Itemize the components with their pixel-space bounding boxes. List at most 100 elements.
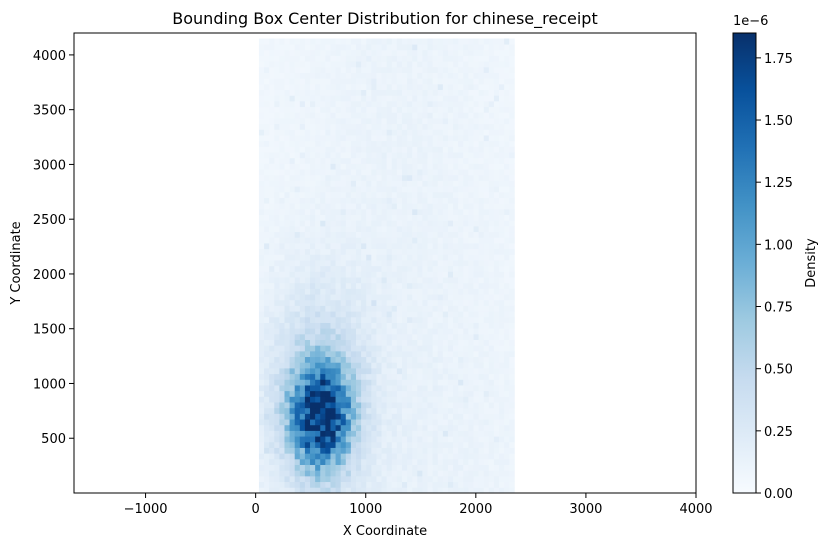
density-cell [361,203,367,210]
density-cell [289,288,296,295]
density-cell [279,169,285,176]
density-cell [284,66,290,73]
density-cell [274,475,280,483]
density-cell [483,231,490,238]
density-cell [386,322,393,329]
density-cell [447,123,454,130]
density-cell [304,436,311,443]
density-cell [396,214,403,221]
density-cell [335,464,342,471]
density-cell [361,453,367,460]
density-cell [340,288,347,295]
density-cell [366,390,372,397]
density-cell [504,106,510,113]
density-cell [483,203,490,210]
density-cell [381,129,388,136]
density-cell [412,430,418,437]
density-cell [310,424,316,431]
density-cell [509,373,515,380]
density-cell [315,100,321,108]
density-cell [371,214,377,221]
density-cell [340,430,347,437]
density-cell [422,197,428,204]
density-cell [473,208,479,215]
density-cell [299,163,306,170]
density-cell [437,225,444,233]
density-cell [447,385,454,392]
density-cell [299,402,306,409]
density-cell [366,288,372,295]
y-tick-label: 2500 [33,213,66,228]
density-cell [417,95,423,102]
density-cell [391,288,398,295]
density-cell [391,345,398,352]
density-cell [284,231,290,238]
density-cell [299,475,306,483]
density-cell [310,441,316,448]
density-cell [386,447,393,454]
density-cell [345,66,352,73]
density-cell [447,282,454,289]
density-cell [376,214,382,221]
density-cell [386,265,393,272]
density-cell [350,441,357,448]
density-cell [366,322,372,329]
density-cell [453,277,459,284]
density-cell [371,277,377,284]
density-cell [304,470,311,477]
density-cell [361,424,367,431]
density-cell [361,78,367,85]
density-cell [458,163,464,170]
density-cell [493,385,500,392]
density-cell [289,470,296,477]
density-cell [391,282,398,289]
density-cell [427,169,434,176]
density-cell [340,140,347,147]
density-cell [304,112,311,119]
density-cell [274,106,280,113]
density-cell [396,186,403,193]
density-cell [310,362,316,369]
density-cell [330,402,336,409]
density-cell [304,106,311,113]
density-cell [391,169,398,176]
density-cell [463,237,469,244]
density-cell [509,225,515,233]
density-cell [376,38,382,45]
density-cell [488,402,495,409]
density-cell [427,305,434,312]
density-cell [376,44,382,51]
density-cell [304,231,311,238]
density-cell [279,413,285,420]
density-cell [320,299,326,306]
density-cell [269,248,275,255]
density-cell [335,95,342,102]
density-cell [396,350,403,358]
density-cell [376,430,382,437]
density-cell [504,464,510,471]
density-cell [269,458,275,465]
density-cell [371,470,377,477]
density-cell [401,373,408,380]
density-cell [284,282,290,289]
density-cell [258,237,265,244]
density-cell [294,152,301,159]
density-cell [299,430,306,437]
density-cell [478,379,485,386]
density-cell [396,61,403,68]
density-cell [504,169,510,176]
density-cell [330,458,336,465]
density-cell [289,350,296,358]
density-cell [320,83,326,91]
density-cell [488,385,495,392]
density-cell [361,61,367,68]
density-cell [356,89,362,96]
density-cell [417,299,423,306]
density-cell [274,390,280,397]
density-cell [417,146,423,153]
density-cell [463,129,469,136]
density-cell [330,271,336,278]
density-cell [412,436,418,443]
density-cell [361,260,367,267]
density-cell [437,208,444,215]
